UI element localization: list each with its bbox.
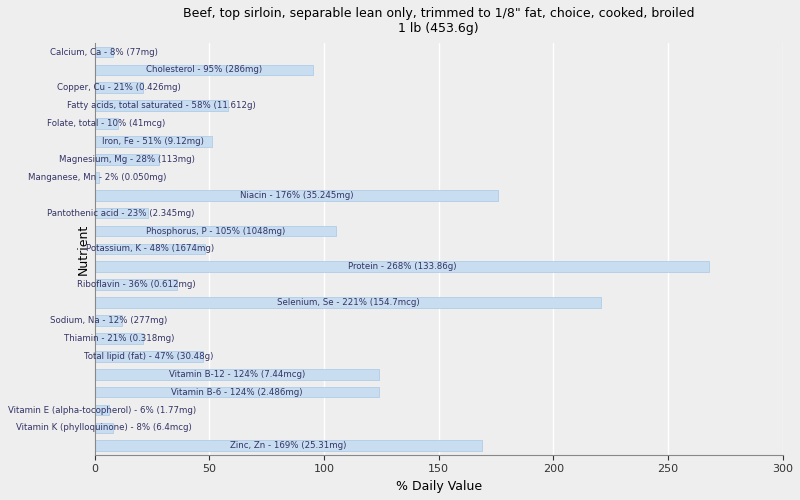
Bar [95,190,498,200]
Bar [95,351,202,362]
Text: Vitamin B-6 - 124% (2.486mg): Vitamin B-6 - 124% (2.486mg) [171,388,302,396]
Text: Vitamin K (phylloquinone) - 8% (6.4mcg): Vitamin K (phylloquinone) - 8% (6.4mcg) [16,424,192,432]
X-axis label: % Daily Value: % Daily Value [396,480,482,493]
Bar [95,100,228,111]
Text: Thiamin - 21% (0.318mg): Thiamin - 21% (0.318mg) [64,334,174,343]
Text: Protein - 268% (133.86g): Protein - 268% (133.86g) [348,262,456,272]
Text: Vitamin B-12 - 124% (7.44mcg): Vitamin B-12 - 124% (7.44mcg) [169,370,305,378]
Bar [95,118,118,129]
Text: Pantothenic acid - 23% (2.345mg): Pantothenic acid - 23% (2.345mg) [47,208,195,218]
Bar [95,280,178,290]
Bar [95,172,99,182]
Y-axis label: Nutrient: Nutrient [76,224,90,274]
Bar [95,422,113,434]
Bar [95,315,122,326]
Bar [95,136,212,147]
Text: Vitamin E (alpha-tocopherol) - 6% (1.77mg): Vitamin E (alpha-tocopherol) - 6% (1.77m… [8,406,196,414]
Bar [95,154,159,165]
Text: Manganese, Mn - 2% (0.050mg): Manganese, Mn - 2% (0.050mg) [28,173,166,182]
Text: Potassium, K - 48% (1674mg): Potassium, K - 48% (1674mg) [86,244,214,254]
Bar [95,333,143,344]
Text: Niacin - 176% (35.245mg): Niacin - 176% (35.245mg) [240,190,354,200]
Text: Sodium, Na - 12% (277mg): Sodium, Na - 12% (277mg) [50,316,167,325]
Text: Magnesium, Mg - 28% (113mg): Magnesium, Mg - 28% (113mg) [59,155,195,164]
Bar [95,297,602,308]
Text: Riboflavin - 36% (0.612mg): Riboflavin - 36% (0.612mg) [77,280,195,289]
Bar [95,440,482,451]
Text: Iron, Fe - 51% (9.12mg): Iron, Fe - 51% (9.12mg) [102,137,204,146]
Bar [95,64,313,76]
Text: Phosphorus, P - 105% (1048mg): Phosphorus, P - 105% (1048mg) [146,226,285,235]
Bar [95,387,379,398]
Text: Calcium, Ca - 8% (77mg): Calcium, Ca - 8% (77mg) [50,48,158,56]
Bar [95,404,109,415]
Bar [95,226,335,236]
Text: Total lipid (fat) - 47% (30.48g): Total lipid (fat) - 47% (30.48g) [84,352,214,361]
Bar [95,262,709,272]
Text: Copper, Cu - 21% (0.426mg): Copper, Cu - 21% (0.426mg) [57,84,181,92]
Bar [95,208,147,218]
Text: Cholesterol - 95% (286mg): Cholesterol - 95% (286mg) [146,66,262,74]
Bar [95,46,113,58]
Bar [95,244,205,254]
Bar [95,82,143,93]
Text: Folate, total - 10% (41mcg): Folate, total - 10% (41mcg) [47,119,166,128]
Bar [95,369,379,380]
Text: Zinc, Zn - 169% (25.31mg): Zinc, Zn - 169% (25.31mg) [230,442,346,450]
Text: Selenium, Se - 221% (154.7mcg): Selenium, Se - 221% (154.7mcg) [277,298,419,307]
Text: Fatty acids, total saturated - 58% (11.612g): Fatty acids, total saturated - 58% (11.6… [67,101,256,110]
Title: Beef, top sirloin, separable lean only, trimmed to 1/8" fat, choice, cooked, bro: Beef, top sirloin, separable lean only, … [183,7,694,35]
